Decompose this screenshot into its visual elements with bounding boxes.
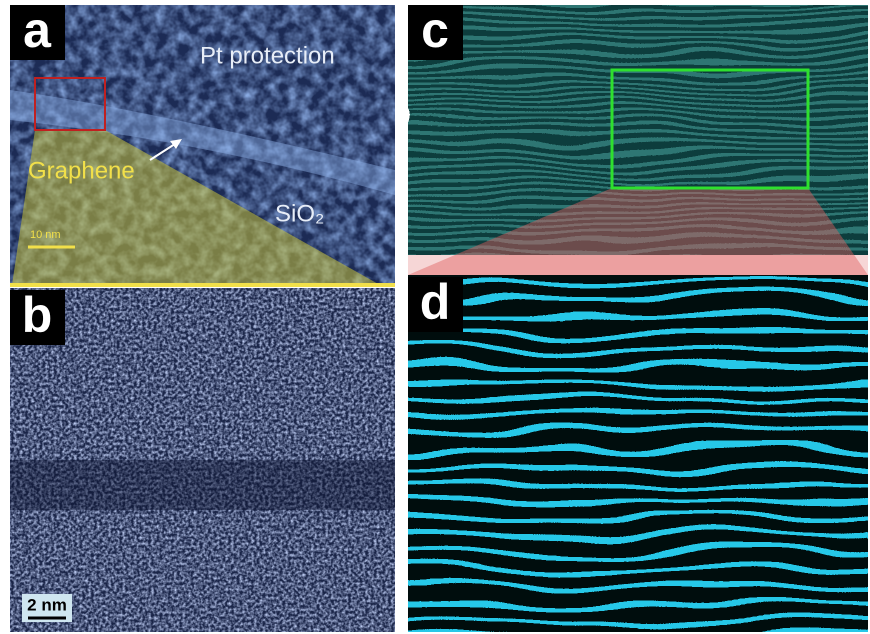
panel-d-stripes xyxy=(400,260,870,634)
panel-label: d xyxy=(420,274,451,330)
annotation: SiO₂ xyxy=(275,200,324,227)
scale-bar-label: 2 nm xyxy=(27,595,67,614)
page: {"panels": [ {"label": "a", "annotations… xyxy=(0,0,870,634)
interface-band xyxy=(10,460,395,510)
panel-d-image xyxy=(400,260,870,634)
panel-label: b xyxy=(22,287,53,343)
panel-label: c xyxy=(421,2,449,58)
annotation: Pt protection xyxy=(200,42,335,69)
figure: a Pt protection Graphene SiO₂ 10 nm b 2 … xyxy=(0,0,870,634)
scale-bar-label: 10 nm xyxy=(30,229,61,241)
annotation: Graphene xyxy=(28,157,135,184)
panel-label: a xyxy=(23,2,52,58)
